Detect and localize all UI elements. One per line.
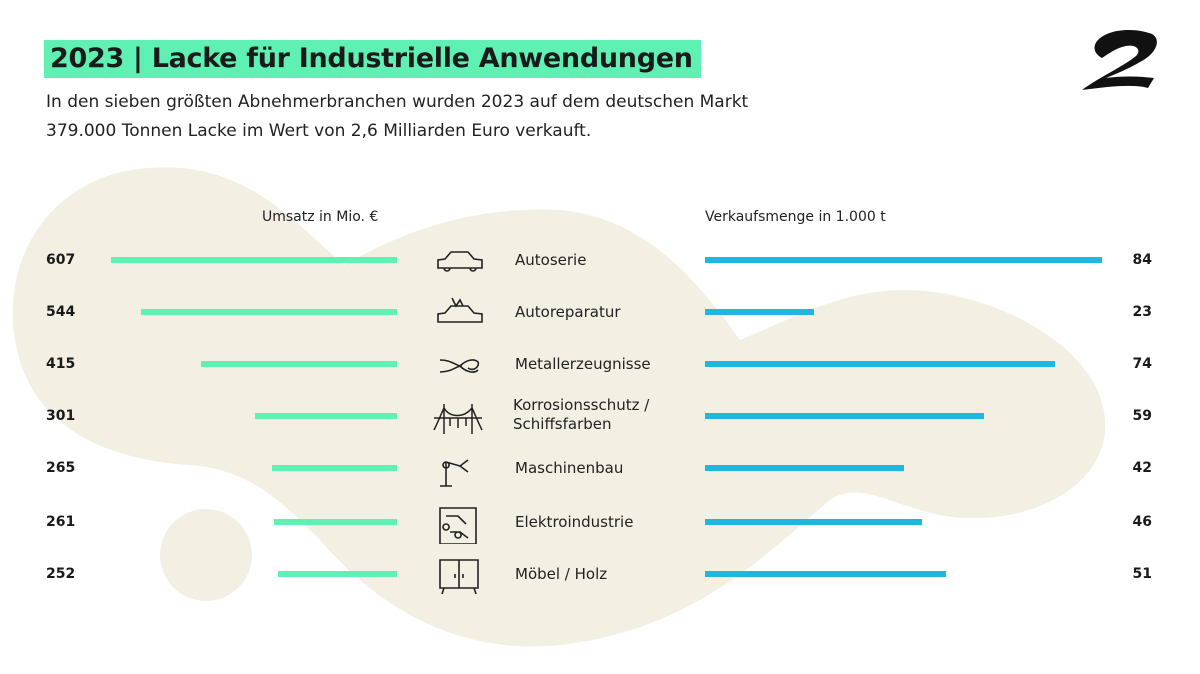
chart-row: 265 Maschinenbau 42 [0,458,1200,498]
subtitle-line-2: 379.000 Tonnen Lacke im Wert von 2,6 Mil… [46,121,592,141]
revenue-data-label: 252 [46,566,76,582]
volume-bar [705,309,814,315]
pliers-icon [430,346,486,386]
revenue-bar [111,257,397,263]
revenue-bar [278,571,397,577]
volume-bar [705,465,904,471]
subtitle-line-1: In den sieben größten Abnehmerbranchen w… [46,92,749,112]
chart-row: 252 Möbel / Holz 51 [0,559,1200,604]
volume-bar [705,257,1102,263]
revenue-bar [201,361,397,367]
damaged-car-icon [430,294,486,334]
category-label: Korrosionsschutz / Schiffsfarben [513,396,650,433]
chart-row: 544 Autoreparatur 23 [0,297,1200,342]
category-label: Autoreparatur [515,303,621,321]
revenue-data-label: 607 [46,252,76,268]
volume-data-label: 59 [1132,408,1152,424]
chart-row: 301 Korrosionsschutz / Schiffsfarben 59 [0,396,1200,446]
volume-data-label: 84 [1132,252,1152,268]
chart-row: 415 Metallerzeugnisse 74 [0,354,1200,394]
revenue-data-label: 301 [46,408,76,424]
revenue-data-label: 415 [46,356,76,372]
category-label: Maschinenbau [515,459,624,477]
volume-bar [705,413,984,419]
page-title: 2023 | Lacke für Industrielle Anwendunge… [44,40,701,78]
revenue-data-label: 265 [46,460,76,476]
category-label: Möbel / Holz [515,565,608,583]
volume-data-label: 46 [1132,514,1152,530]
revenue-bar [140,309,397,315]
revenue-bar [274,519,397,525]
brand-logo [1082,30,1157,90]
revenue-bar [255,413,397,419]
cabinet-icon [430,556,486,596]
car-icon [430,242,486,282]
chart-row: 607 Autoserie 84 [0,250,1200,290]
volume-bar [705,571,947,577]
volume-series-label: Verkaufsmenge in 1.000 t [705,209,886,225]
circuit-board-icon [430,504,486,545]
category-label: Autoserie [515,251,587,269]
volume-data-label: 42 [1132,460,1152,476]
volume-bar [705,519,923,525]
volume-data-label: 74 [1132,356,1152,372]
volume-data-label: 51 [1132,566,1152,582]
category-label: Elektroindustrie [515,513,634,531]
revenue-data-label: 544 [46,304,76,320]
chart-row: 261 Elektroindustrie 46 [0,507,1200,552]
revenue-series-label: Umsatz in Mio. € [262,209,379,225]
category-label: Metallerzeugnisse [515,355,651,373]
bridge-icon [430,398,486,438]
volume-data-label: 23 [1132,304,1152,320]
revenue-data-label: 261 [46,514,76,530]
revenue-bar [272,465,397,471]
robot-arm-icon [430,450,486,490]
volume-bar [705,361,1055,367]
